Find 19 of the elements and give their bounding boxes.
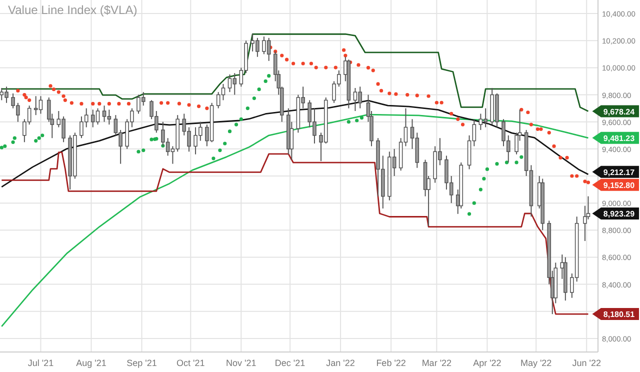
annotation: 9,152.80 xyxy=(603,180,636,190)
x-tick-label: Jan '22 xyxy=(326,358,355,368)
annotation: 9,212.17 xyxy=(603,168,636,177)
annotation: 8,180.51 xyxy=(603,310,636,320)
x-tick-label: Aug '21 xyxy=(76,358,106,368)
annotation: 9,678.24 xyxy=(603,107,636,116)
annotation: 9,481.23 xyxy=(603,134,636,143)
x-tick-label: Jul '21 xyxy=(28,358,54,368)
x-tick-label: Oct '21 xyxy=(176,358,205,368)
x-tick-label: Jun '22 xyxy=(572,358,601,368)
annotation: 8,923.29 xyxy=(603,209,636,218)
x-tick-label: May '22 xyxy=(520,358,552,368)
x-tick-label: Sep '21 xyxy=(126,358,157,368)
x-tick-label: Nov '21 xyxy=(226,358,256,368)
x-tick-label: Dec '21 xyxy=(274,358,306,368)
x-tick-label: Apr '22 xyxy=(473,358,502,368)
chart-title: Value Line Index ($VLA) xyxy=(8,3,138,17)
x-tick-label: Mar '22 xyxy=(422,358,452,368)
x-tick-label: Feb '22 xyxy=(376,358,406,368)
